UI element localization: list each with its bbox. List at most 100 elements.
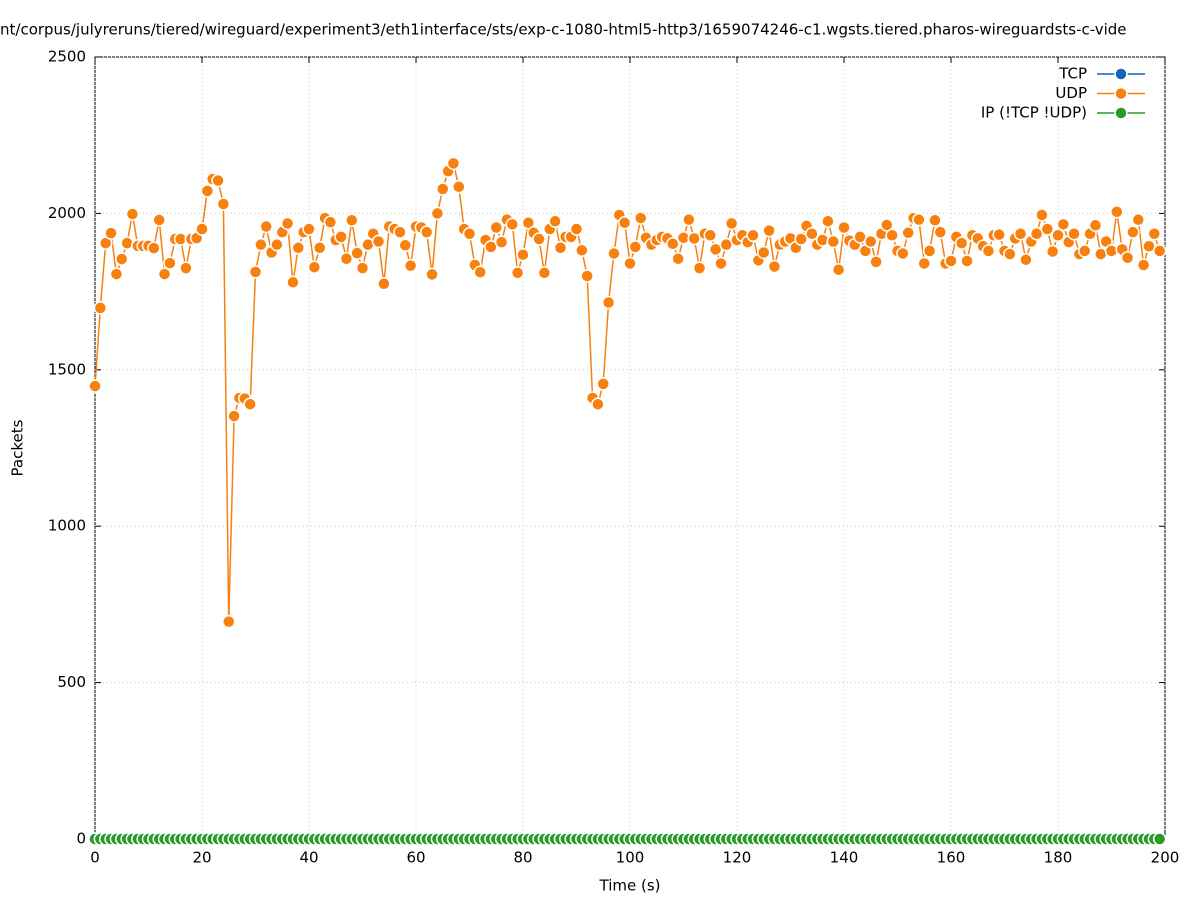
x-tick-label: 180: [1044, 849, 1073, 867]
data-point: [516, 247, 530, 262]
data-point: [1126, 225, 1140, 239]
data-point: [623, 256, 637, 271]
data-point: [954, 236, 969, 250]
legend-label: TCP: [1058, 65, 1087, 83]
y-tick-label: 500: [57, 673, 86, 691]
data-point: [200, 184, 215, 198]
data-point: [1019, 252, 1033, 267]
data-point: [88, 379, 102, 393]
data-point: [307, 260, 322, 274]
data-point: [195, 222, 209, 236]
data-point: [928, 213, 942, 228]
data-point: [682, 212, 696, 227]
data-point: [1078, 244, 1092, 258]
data-point: [1147, 226, 1162, 241]
legend-label: IP (!TCP !UDP): [981, 104, 1087, 122]
data-point: [767, 259, 782, 274]
x-tick-label: 100: [616, 849, 645, 867]
data-point: [152, 213, 166, 227]
data-point: [591, 397, 605, 411]
data-point: [505, 217, 520, 232]
data-point: [1013, 226, 1028, 241]
data-point: [286, 275, 300, 289]
data-point: [628, 240, 643, 254]
data-point: [537, 266, 552, 280]
data-point: [569, 222, 584, 236]
data-point: [436, 182, 450, 196]
data-point: [746, 228, 760, 243]
x-tick-label: 200: [1151, 849, 1180, 867]
data-point: [992, 227, 1006, 242]
data-point: [147, 241, 161, 255]
data-point: [355, 261, 370, 275]
data-point: [419, 225, 434, 239]
data-point: [163, 256, 177, 270]
x-tick-label: 0: [90, 849, 100, 867]
data-point: [393, 225, 407, 239]
data-point: [981, 244, 996, 258]
data-point: [1120, 251, 1135, 265]
data-point: [821, 214, 835, 228]
data-point: [805, 226, 819, 241]
data-point: [596, 377, 610, 391]
data-point: [270, 237, 284, 252]
data-point: [371, 234, 386, 249]
data-point: [157, 267, 172, 281]
data-point: [864, 234, 878, 249]
x-axis-label: Time (s): [599, 877, 661, 895]
data-point: [692, 261, 707, 275]
data-point: [1088, 218, 1103, 233]
data-point: [494, 235, 509, 249]
data-point: [880, 218, 894, 232]
data-point: [334, 230, 348, 244]
data-point: [510, 266, 525, 280]
data-point: [243, 397, 257, 411]
data-point: [430, 206, 445, 221]
data-point: [1003, 247, 1017, 261]
data-point: [345, 213, 359, 228]
data-point: [216, 197, 231, 211]
legend-label: UDP: [1055, 84, 1087, 102]
x-tick-label: 160: [937, 849, 966, 867]
data-point: [532, 232, 546, 246]
data-point: [837, 220, 851, 235]
x-tick-label: 20: [192, 849, 211, 867]
data-point: [350, 246, 364, 260]
data-point: [211, 173, 225, 188]
data-point: [227, 409, 241, 423]
data-point: [580, 269, 594, 283]
data-point: [1131, 212, 1145, 227]
data-point: [125, 207, 140, 221]
data-point: [109, 267, 124, 281]
data-point: [896, 246, 910, 261]
data-point: [179, 261, 193, 275]
data-point: [1152, 244, 1167, 258]
data-point: [901, 226, 915, 240]
data-point: [1051, 228, 1065, 243]
data-point: [1136, 258, 1151, 272]
data-point: [115, 252, 129, 266]
data-point: [452, 180, 466, 194]
data-point: [1056, 217, 1071, 232]
data-point: [1152, 832, 1167, 846]
chart-title: nt/corpus/julyreruns/tiered/wireguard/ex…: [0, 21, 1127, 39]
data-point: [714, 256, 728, 271]
data-point: [398, 238, 413, 253]
data-point: [403, 258, 418, 273]
data-point: [885, 228, 899, 243]
y-tick-label: 1500: [48, 360, 86, 378]
data-point: [617, 216, 632, 230]
data-point: [933, 225, 948, 239]
data-point: [831, 262, 846, 277]
data-point: [473, 265, 487, 279]
data-point: [302, 222, 316, 236]
legend-marker: [1114, 86, 1128, 101]
data-point: [703, 228, 717, 243]
data-point: [666, 236, 680, 251]
data-point: [757, 245, 771, 260]
data-point: [607, 246, 621, 261]
data-point: [1110, 205, 1124, 219]
data-point: [93, 301, 108, 315]
legend-marker: [1114, 67, 1128, 81]
x-tick-label: 140: [830, 849, 859, 867]
